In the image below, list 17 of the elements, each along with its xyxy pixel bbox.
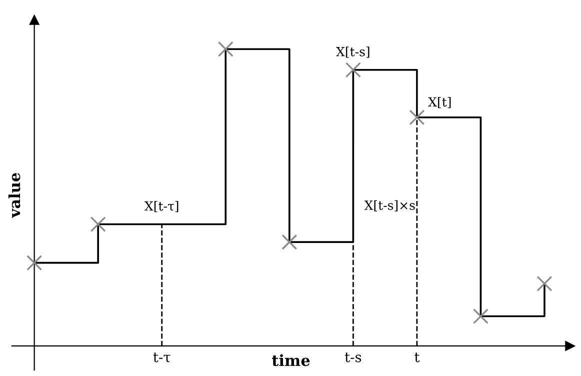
point — [282, 234, 298, 250]
point — [472, 308, 488, 324]
point — [90, 216, 106, 232]
x-axis-title: time — [272, 354, 310, 366]
point — [26, 255, 42, 271]
x-tick-label: t — [414, 352, 420, 362]
point — [218, 41, 234, 57]
point — [409, 110, 425, 126]
y-axis-title: value — [8, 172, 20, 218]
point — [536, 276, 552, 292]
annotation: X[t] — [428, 96, 451, 108]
annotation: X[t-s] — [336, 46, 370, 58]
x-tick-label: t-s — [344, 352, 362, 362]
annotation: X[t-τ] — [144, 201, 178, 212]
x-tick-label: t-τ — [153, 352, 170, 362]
annotation: X[t-s]×s — [364, 200, 415, 212]
point — [345, 62, 361, 78]
